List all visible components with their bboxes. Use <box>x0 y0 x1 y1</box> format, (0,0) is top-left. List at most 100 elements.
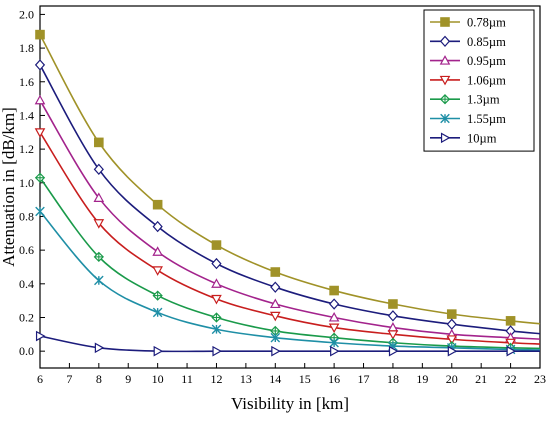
series-line <box>39 210 541 351</box>
point-square <box>446 309 457 319</box>
point-diamond-cross <box>211 312 222 323</box>
x-tick-label: 13 <box>240 372 252 386</box>
series-line <box>39 335 540 353</box>
point-triangle-down <box>34 128 46 138</box>
point-triangle-down <box>387 330 399 340</box>
y-tick-label: 1.0 <box>19 176 34 190</box>
point-triangle-up <box>34 94 46 105</box>
point-diamond-cross <box>34 172 46 183</box>
point-diamond-cross <box>152 290 163 301</box>
axis-ticks: 6 7 8 9 10 11 12 13 14 15 16 17 18 19 20 21 22 23 0.0 0.2 0.… <box>19 7 546 386</box>
series-line <box>39 131 541 345</box>
point-diamond <box>211 257 222 270</box>
x-tick-label: 15 <box>299 372 311 386</box>
legend-label: 1.55µm <box>467 112 506 126</box>
legend-entry: 0.95µm <box>430 54 506 68</box>
point-triangle-right <box>506 345 517 357</box>
point-diamond <box>34 59 46 71</box>
x-tick-label: 16 <box>328 372 340 386</box>
y-tick-label: 0.0 <box>19 344 34 358</box>
point-triangle-down <box>328 323 340 334</box>
point-asterisk <box>35 206 45 217</box>
point-triangle-right <box>330 345 340 357</box>
point-triangle-down <box>439 75 451 86</box>
point-diamond <box>439 35 451 47</box>
legend: 0.78µm 0.85µm 0.95µm 1.06µm 1.3µm 1.55µm 10µm <box>423 9 535 152</box>
x-tick-label: 11 <box>181 372 193 386</box>
legend-label: 0.85µm <box>467 35 506 49</box>
legend-entry: 0.85µm <box>430 35 506 49</box>
x-tick-label: 23 <box>534 372 546 386</box>
x-tick-label: 9 <box>125 372 131 386</box>
series-line <box>39 64 541 335</box>
series-line <box>39 177 541 350</box>
point-diamond <box>329 298 340 310</box>
legend-label: 1.3µm <box>467 93 500 107</box>
series-2 <box>34 94 541 342</box>
legend-label: 0.78µm <box>467 16 506 30</box>
series-3 <box>34 128 541 349</box>
x-tick-label: 10 <box>152 372 164 386</box>
point-triangle-right <box>94 342 105 354</box>
x-tick-label: 7 <box>66 372 72 386</box>
x-tick-label: 21 <box>475 372 487 386</box>
y-tick-label: 2.0 <box>19 7 34 21</box>
point-asterisk <box>94 275 104 286</box>
point-triangle-right <box>440 132 451 144</box>
point-square <box>388 299 398 309</box>
point-triangle-down <box>211 294 222 305</box>
point-asterisk <box>270 332 281 343</box>
point-triangle-right <box>447 345 458 357</box>
point-diamond <box>152 220 163 233</box>
point-triangle-right <box>35 330 46 342</box>
series-1 <box>34 59 541 337</box>
point-asterisk <box>211 324 222 335</box>
point-asterisk <box>152 307 163 318</box>
point-square <box>211 240 222 250</box>
point-square <box>94 137 104 148</box>
point-diamond <box>270 281 281 293</box>
legend-entry: 1.3µm <box>430 93 500 107</box>
x-tick-label: 22 <box>505 372 517 386</box>
point-triangle-up <box>328 311 340 322</box>
point-square <box>440 17 450 27</box>
y-tick-label: 0.2 <box>19 310 34 324</box>
y-axis-label: Attenuation in [dB/km] <box>0 107 18 267</box>
point-triangle-right <box>271 345 281 357</box>
point-triangle-up <box>152 246 163 256</box>
x-tick-label: 14 <box>269 372 281 386</box>
y-tick-label: 1.6 <box>19 75 34 89</box>
point-diamond <box>446 318 457 330</box>
point-diamond-cross <box>439 94 451 105</box>
legend-entry: 10µm <box>430 131 497 145</box>
point-diamond-cross <box>93 251 104 263</box>
series-line <box>39 99 541 340</box>
series-6 <box>35 330 540 357</box>
x-tick-label: 20 <box>446 372 458 386</box>
point-square <box>329 285 339 296</box>
legend-label: 10µm <box>467 131 497 145</box>
legend-entry: 0.78µm <box>430 16 506 30</box>
point-triangle-up <box>439 55 451 65</box>
point-diamond <box>93 163 104 176</box>
point-triangle-up <box>269 298 281 309</box>
legend-label: 1.06µm <box>467 73 506 87</box>
point-triangle-down <box>269 311 281 322</box>
point-triangle-right <box>153 345 164 357</box>
plot-frame <box>39 5 541 369</box>
x-tick-label: 19 <box>416 372 428 386</box>
legend-entry: 1.55µm <box>430 112 506 126</box>
legend-entry: 1.06µm <box>430 73 506 87</box>
point-square <box>152 199 163 210</box>
point-square <box>505 316 516 326</box>
series-5 <box>35 206 541 355</box>
x-tick-label: 18 <box>387 372 399 386</box>
x-tick-label: 8 <box>96 372 102 386</box>
point-triangle-right <box>388 345 399 357</box>
y-tick-label: 0.4 <box>19 277 34 291</box>
point-triangle-up <box>93 192 105 202</box>
y-tick-label: 0.8 <box>19 209 34 223</box>
y-tick-label: 1.4 <box>19 108 34 122</box>
